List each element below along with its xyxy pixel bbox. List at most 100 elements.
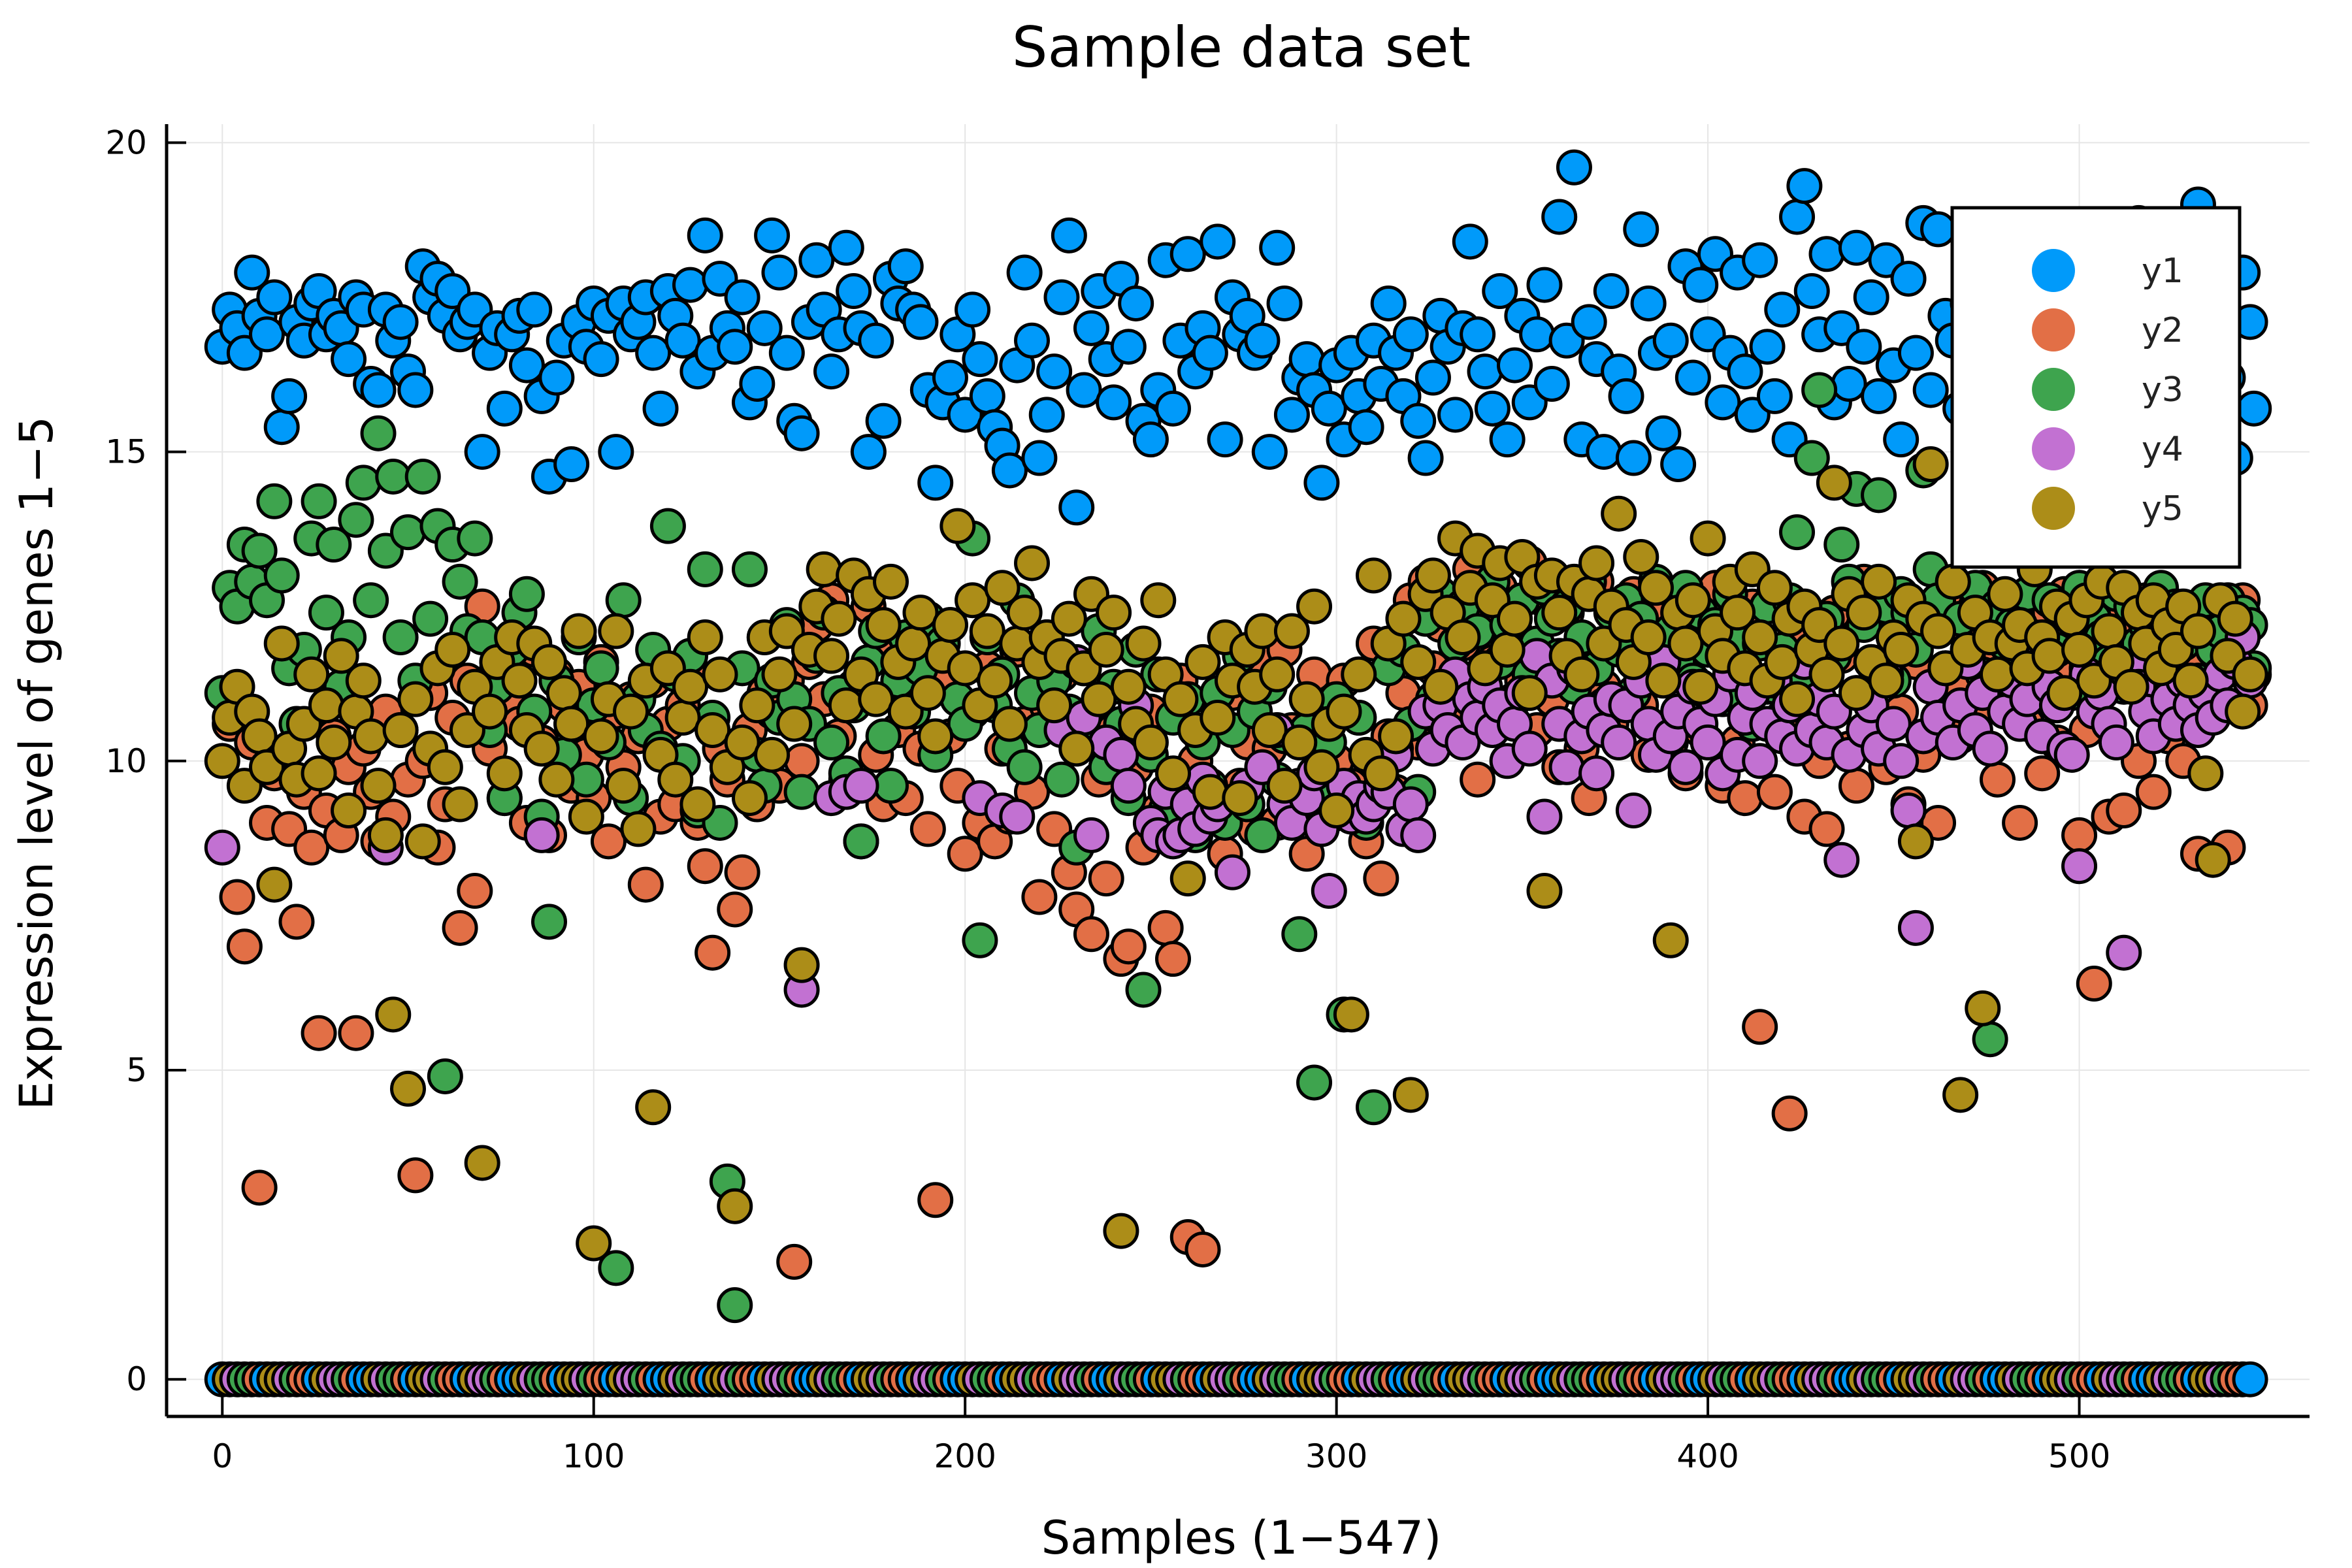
point-y5 (434, 631, 471, 668)
point-y5 (501, 662, 538, 699)
point-y1 (858, 322, 894, 359)
point-y1 (1652, 322, 1689, 359)
point-y5 (1445, 619, 1481, 656)
point-y3 (345, 465, 382, 501)
point-y5 (1273, 613, 1310, 649)
point-y5 (917, 718, 954, 755)
point-y1 (917, 465, 954, 501)
point-y1 (1096, 384, 1132, 421)
point-y5 (1251, 711, 1288, 748)
point-y3 (687, 551, 723, 587)
point-y5 (858, 681, 894, 717)
point-y1 (331, 341, 367, 378)
point-y1 (664, 322, 701, 359)
point-y5 (664, 700, 701, 736)
point-y2 (783, 743, 820, 779)
point-y1 (1541, 199, 1578, 235)
point-y5 (1764, 644, 1801, 680)
point-y1 (932, 359, 968, 396)
point-y5 (1511, 675, 1548, 711)
point-y1 (1660, 446, 1697, 483)
point-y4 (1073, 817, 1109, 853)
point-y1 (1556, 149, 1592, 186)
point-y3 (1355, 1089, 1392, 1126)
point-y1 (1861, 378, 1897, 414)
point-y2 (1808, 811, 1845, 847)
point-y3 (649, 508, 686, 544)
point-y5 (1296, 588, 1333, 625)
point-y5 (635, 1089, 672, 1126)
point-y2 (457, 873, 493, 909)
point-y5 (761, 656, 798, 693)
point-y4 (1972, 730, 2008, 767)
point-y5 (1155, 755, 1192, 792)
point-y1 (850, 434, 887, 470)
point-y1 (1705, 384, 1741, 421)
legend-marker-y5 (2032, 487, 2075, 530)
point-y1 (464, 434, 500, 470)
point-y5 (828, 687, 864, 724)
point-y1 (1006, 254, 1043, 291)
point-y5 (486, 755, 523, 792)
point-y5 (813, 638, 850, 674)
point-y1 (1058, 489, 1095, 526)
point-y1 (635, 335, 672, 371)
point-y1-zero (2232, 1361, 2268, 1397)
point-y2 (2061, 817, 2098, 853)
point-y1 (598, 434, 634, 470)
point-y3 (1972, 1021, 2008, 1058)
point-y5 (241, 718, 278, 755)
point-y5 (1341, 656, 1377, 693)
point-y2 (278, 904, 315, 940)
point-y5 (1088, 631, 1124, 668)
point-y1 (1200, 223, 1236, 260)
point-y5 (754, 736, 791, 773)
point-y5 (783, 947, 820, 983)
point-y1 (1266, 285, 1303, 321)
point-y3 (865, 718, 902, 755)
point-y4 (999, 798, 1036, 835)
point-y5 (687, 619, 723, 656)
point-y1 (1519, 316, 1556, 353)
point-y4 (1667, 749, 1704, 785)
y-tick-label: 15 (105, 433, 147, 471)
point-y1 (1742, 242, 1778, 278)
point-y5 (2172, 662, 2209, 699)
point-y5 (872, 563, 909, 600)
point-y1 (1630, 285, 1667, 321)
y-tick-label: 5 (126, 1051, 147, 1089)
point-y1 (1110, 329, 1147, 365)
point-y5 (1645, 662, 1682, 699)
point-y5 (2091, 613, 2127, 649)
point-y2 (1147, 909, 1184, 946)
point-y5 (1779, 681, 1816, 717)
point-y5 (1912, 446, 1949, 483)
point-y1 (1682, 267, 1719, 303)
point-y1 (672, 267, 709, 303)
point-y5 (1541, 595, 1578, 631)
point-y2 (226, 928, 263, 965)
point-y3 (783, 774, 820, 810)
point-y1 (486, 390, 523, 427)
point-y2 (1088, 860, 1124, 897)
point-y2 (301, 1015, 337, 1051)
point-y5 (1222, 780, 1258, 817)
point-y1 (1838, 229, 1874, 266)
point-y1 (798, 242, 835, 278)
point-y5 (598, 613, 634, 649)
point-y1 (1764, 291, 1801, 328)
point-y5 (353, 718, 389, 755)
x-tick-label: 200 (934, 1437, 996, 1475)
x-axis-label: Samples (1−547) (1041, 1511, 1442, 1565)
point-y5 (345, 662, 382, 699)
point-y5 (1756, 570, 1793, 606)
legend-marker-y2 (2032, 308, 2075, 351)
point-y1 (1853, 279, 1889, 316)
point-y5 (932, 607, 968, 644)
point-y5 (1838, 675, 1874, 711)
point-y3 (962, 922, 998, 958)
point-y5 (1652, 922, 1689, 958)
point-y5 (256, 866, 293, 903)
point-y5 (1400, 644, 1437, 680)
